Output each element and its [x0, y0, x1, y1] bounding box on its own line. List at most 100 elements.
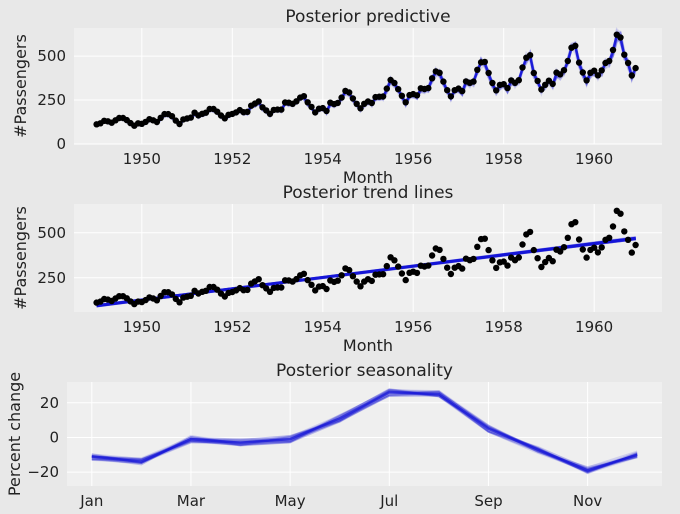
observed-point [425, 262, 432, 269]
observed-point [621, 228, 628, 235]
observed-point [481, 58, 488, 66]
observed-point [168, 291, 176, 298]
observed-point [515, 254, 522, 261]
observed-point [564, 234, 571, 241]
panel-2: 1950 1952 1954 1956 1958 1960 250 500 Posterior … [11, 183, 662, 355]
observed-point [304, 276, 311, 284]
x-tick-label: 1954 [304, 150, 342, 168]
x-tick-label: 1960 [575, 318, 613, 336]
observed-point [447, 93, 455, 100]
y-tick-label: −20 [27, 463, 59, 481]
observed-point [338, 94, 345, 101]
x-tick-label: Mar [177, 492, 206, 510]
observed-point [485, 69, 492, 77]
observed-point [459, 265, 466, 272]
observed-point [168, 113, 176, 120]
observed-point [349, 273, 357, 280]
chart-title: Posterior seasonality [276, 361, 453, 381]
observed-point [609, 223, 617, 230]
observed-point [504, 84, 511, 92]
observed-point [323, 285, 330, 293]
observed-point [628, 72, 635, 79]
seasonality-mean-line [91, 391, 638, 472]
panels: 1950 1952 1954 1956 1958 1960 0 250 500 Posterior… [5, 7, 662, 510]
observed-point [413, 269, 421, 277]
observed-point [609, 46, 617, 54]
seasonality-sample-line [91, 388, 638, 471]
observed-point [557, 71, 564, 78]
observed-point [255, 98, 262, 105]
observed-point [594, 249, 602, 256]
observed-point [413, 92, 421, 99]
observed-point [538, 86, 545, 93]
observed-point [436, 246, 443, 254]
observed-point [598, 67, 605, 74]
x-tick-label: 1960 [575, 150, 613, 168]
observed-point [428, 75, 436, 82]
observed-point [428, 252, 436, 259]
observed-point [530, 69, 537, 77]
observed-point [255, 276, 262, 283]
observed-point [187, 292, 194, 299]
observed-point [560, 67, 568, 74]
chart-title: Posterior predictive [285, 7, 450, 27]
observed-point [300, 270, 308, 277]
observed-point [572, 219, 579, 226]
observed-point [583, 77, 590, 84]
observed-point [334, 277, 341, 284]
observed-point [346, 89, 353, 96]
observed-point [489, 79, 496, 87]
x-tick-label: Jan [79, 492, 103, 510]
observed-point [323, 107, 330, 115]
observed-point [579, 246, 586, 253]
y-tick-label: 20 [40, 394, 59, 412]
x-tick-label: 1952 [213, 150, 251, 168]
observed-point [519, 64, 526, 71]
x-tick-label: Jul [379, 492, 398, 510]
observed-point [244, 286, 251, 294]
observed-point [560, 244, 568, 251]
y-axis-label: #Passengers [11, 34, 30, 138]
x-axis-label: Month [343, 168, 393, 187]
chart-title: Posterior trend lines [283, 183, 454, 203]
x-tick-label: Sep [474, 492, 502, 510]
observed-point [176, 299, 183, 306]
observed-point [617, 210, 624, 217]
observed-point [481, 235, 488, 242]
observed-point [357, 283, 364, 290]
observed-point [515, 77, 522, 84]
observed-point [470, 255, 477, 263]
observed-point [425, 84, 432, 92]
observed-point [621, 51, 628, 58]
y-tick-label: 500 [37, 47, 66, 65]
observed-point [346, 266, 353, 274]
observed-point [598, 244, 605, 251]
observed-point [444, 87, 451, 94]
observed-point [493, 87, 500, 94]
y-tick-label: 250 [37, 269, 66, 287]
observed-point [353, 100, 360, 108]
y-tick-label: 250 [37, 91, 66, 109]
observed-point [308, 103, 315, 111]
y-tick-label: 0 [49, 428, 59, 446]
observed-point [379, 271, 387, 278]
observed-point [153, 118, 161, 126]
observed-point [564, 57, 571, 65]
observed-point [526, 52, 534, 59]
observed-point [624, 59, 632, 67]
x-tick-label: 1950 [123, 318, 161, 336]
observed-point [542, 258, 549, 266]
observed-point [632, 64, 639, 72]
panel-3: Jan Mar May Jul Sep Nov −20 0 20 Posterior season… [5, 361, 662, 510]
observed-point [632, 241, 639, 249]
observed-point [379, 93, 387, 100]
observed-point [549, 80, 556, 88]
observed-point [402, 99, 409, 106]
observed-point [617, 34, 624, 41]
observed-point [187, 114, 194, 121]
observed-point [575, 59, 583, 66]
observed-point [304, 99, 311, 106]
observed-point [591, 67, 598, 74]
observed-point [500, 258, 507, 265]
y-tick-label: 500 [37, 224, 66, 242]
